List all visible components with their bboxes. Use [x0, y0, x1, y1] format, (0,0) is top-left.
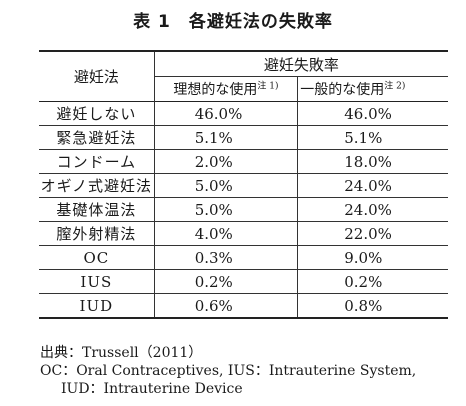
source-note: 出典：Trussell（2011）	[40, 345, 203, 361]
table-row: OC 0.3% 9.0%	[39, 245, 448, 270]
perfect-use-cell: 0.2%	[154, 269, 299, 294]
table-title: 表 1 各避妊法の失敗率	[0, 7, 466, 32]
perfect-use-cell: 2.0%	[154, 149, 299, 174]
perfect-use-cell: 0.6%	[154, 293, 299, 319]
table-row: IUD 0.6% 0.8%	[39, 293, 448, 319]
table-row: 基礎体温法 5.0% 24.0%	[39, 197, 448, 222]
abbreviation-note: OC：Oral Contraceptives, IUS：Intrauterine…	[40, 363, 417, 379]
method-cell: オギノ式避妊法	[39, 173, 155, 198]
typical-use-label: 一般的な使用	[300, 82, 385, 98]
perfect-use-cell: 0.3%	[154, 245, 299, 270]
typical-use-cell: 22.0%	[297, 221, 448, 246]
table-number: 表 1	[133, 12, 171, 32]
note-1-marker: 注 1)	[257, 81, 279, 92]
typical-use-cell: 9.0%	[297, 245, 448, 270]
table-notes: 出典：Trussell（2011） OC：Oral Contraceptives…	[40, 344, 416, 398]
typical-use-cell: 24.0%	[297, 197, 448, 222]
typical-use-cell: 18.0%	[297, 149, 448, 174]
perfect-use-header: 理想的な使用注 1)	[154, 76, 299, 102]
typical-use-cell: 0.2%	[297, 269, 448, 294]
method-cell: IUD	[39, 293, 155, 319]
method-cell: 緊急避妊法	[39, 125, 155, 150]
failure-rate-group-header: 避妊失敗率	[154, 50, 448, 77]
typical-use-cell: 0.8%	[297, 293, 448, 319]
method-cell: 膣外射精法	[39, 221, 155, 246]
method-cell: OC	[39, 245, 155, 270]
abbreviation-note-continued: IUD：Intrauterine Device	[61, 381, 243, 397]
table-row: 避妊しない 46.0% 46.0%	[39, 101, 448, 126]
failure-rate-table: 避妊法 避妊失敗率 理想的な使用注 1) 一般的な使用注 2) 避妊しない 46…	[39, 50, 448, 319]
perfect-use-cell: 5.1%	[154, 125, 299, 150]
typical-use-cell: 46.0%	[297, 101, 448, 126]
table-row: IUS 0.2% 0.2%	[39, 269, 448, 294]
table-row: 膣外射精法 4.0% 22.0%	[39, 221, 448, 246]
method-column-header: 避妊法	[39, 50, 155, 102]
table-row: コンドーム 2.0% 18.0%	[39, 149, 448, 174]
typical-use-cell: 24.0%	[297, 173, 448, 198]
perfect-use-cell: 5.0%	[154, 197, 299, 222]
perfect-use-cell: 46.0%	[154, 101, 299, 126]
perfect-use-cell: 4.0%	[154, 221, 299, 246]
perfect-use-label: 理想的な使用	[173, 82, 258, 98]
typical-use-cell: 5.1%	[297, 125, 448, 150]
perfect-use-cell: 5.0%	[154, 173, 299, 198]
table-caption: 各避妊法の失敗率	[188, 12, 333, 32]
method-cell: 基礎体温法	[39, 197, 155, 222]
table-row: オギノ式避妊法 5.0% 24.0%	[39, 173, 448, 198]
method-cell: 避妊しない	[39, 101, 155, 126]
typical-use-header: 一般的な使用注 2)	[297, 76, 448, 102]
table-row: 緊急避妊法 5.1% 5.1%	[39, 125, 448, 150]
note-2-marker: 注 2)	[384, 81, 406, 92]
method-cell: IUS	[39, 269, 155, 294]
method-cell: コンドーム	[39, 149, 155, 174]
